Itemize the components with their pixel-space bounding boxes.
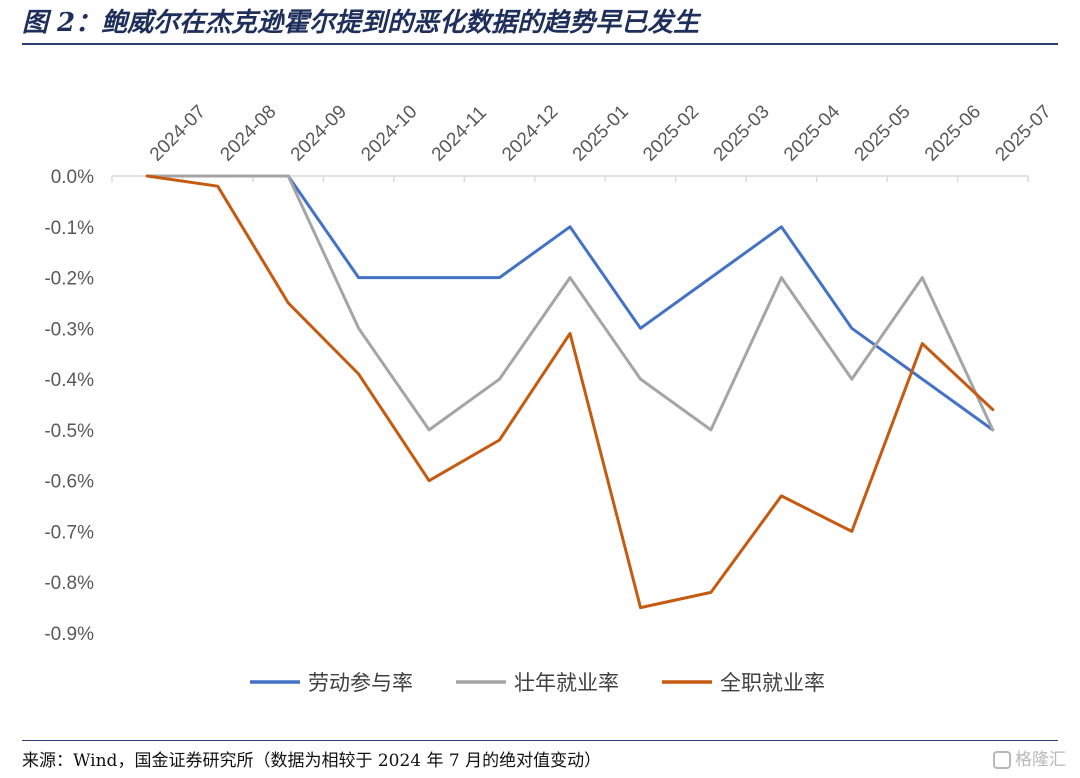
x-tick-label: 2025-03	[710, 101, 774, 165]
y-tick-label: -0.2%	[44, 269, 94, 290]
watermark: 格隆汇	[993, 746, 1066, 774]
legend-label: 壮年就业率	[514, 671, 619, 695]
x-tick-label: 2024-07	[146, 101, 210, 165]
y-tick-label: -0.6%	[44, 472, 94, 493]
x-tick-label: 2024-12	[498, 101, 562, 165]
y-tick-label: -0.8%	[44, 573, 94, 594]
legend-label: 全职就业率	[720, 671, 825, 695]
series-line-2	[145, 174, 995, 432]
watermark-text: 格隆汇	[1015, 750, 1066, 770]
chart-title: 图 2：鲍威尔在杰克逊霍尔提到的恶化数据的趋势早已发生	[22, 8, 700, 38]
x-tick-label: 2025-07	[991, 101, 1055, 165]
y-tick-label: -0.3%	[44, 319, 94, 340]
legend-label: 劳动参与率	[308, 671, 413, 695]
x-tick-label: 2025-05	[851, 101, 915, 165]
x-tick-label: 2024-08	[216, 101, 280, 165]
x-tick-label: 2024-10	[357, 101, 421, 165]
y-tick-label: -0.4%	[44, 370, 94, 391]
source-note: 来源：Wind，国金证券研究所（数据为相较于 2024 年 7 月的绝对值变动）	[22, 751, 602, 771]
x-tick-label: 2025-02	[639, 101, 703, 165]
y-tick-label: -0.1%	[44, 218, 94, 239]
y-tick-label: -0.5%	[44, 421, 94, 442]
series-group	[145, 174, 995, 610]
series-line-1	[145, 174, 995, 432]
y-tick-label: -0.9%	[44, 624, 94, 645]
footer-rule	[22, 740, 1058, 741]
y-tick-label: -0.7%	[44, 522, 94, 543]
watermark-logo-icon	[993, 751, 1011, 769]
line-chart: 2024-07 2024-08 2024-09 2024-10 2024-11 2024-…	[44, 101, 1055, 695]
legend: 劳动参与率 壮年就业率 全职就业率	[250, 671, 825, 695]
y-tick-label: 0.0%	[51, 167, 94, 188]
header-rule	[22, 43, 1058, 45]
x-tick-label: 2024-09	[287, 101, 351, 165]
x-tick-label: 2025-06	[921, 101, 985, 165]
x-tick-label: 2025-04	[780, 101, 844, 165]
x-tick-label: 2025-01	[569, 101, 633, 165]
x-tick-label: 2024-11	[428, 102, 491, 165]
series-line-3	[145, 174, 995, 610]
